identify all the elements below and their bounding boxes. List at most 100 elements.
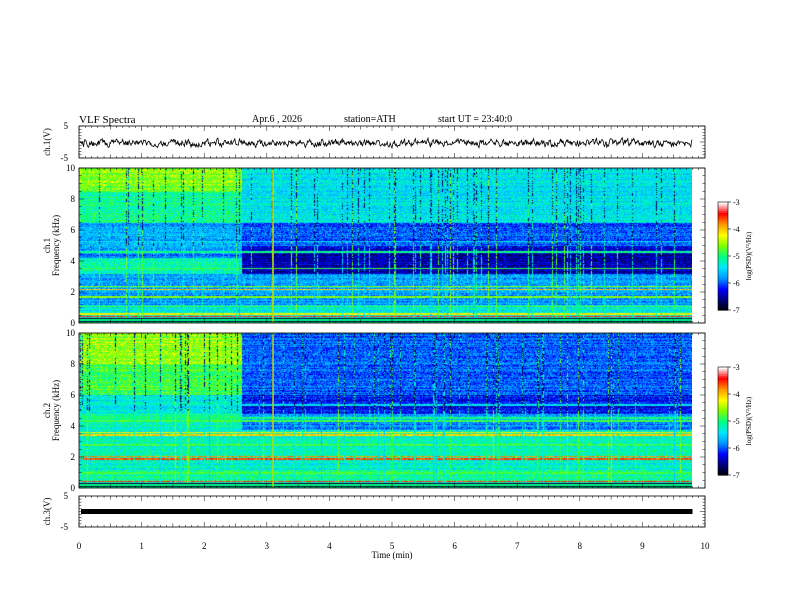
ch1-spectrogram-colorbar-swatch [718, 288, 728, 291]
x-tick-label: 2 [202, 541, 207, 551]
ch2-spectrogram-colorbar-swatch [718, 406, 728, 409]
ch1-spectrogram-colorbar-swatch [718, 274, 728, 277]
ch2-spectrogram-colorbar-swatch [718, 419, 728, 422]
spectrogram-ch1-image [79, 168, 692, 323]
ch2-spectrogram-colorbar-swatch [718, 458, 728, 462]
ch2-spectrogram-colorbar-swatch [718, 404, 728, 408]
ch2-spectrogram-colorbar-swatch [718, 431, 728, 435]
ch2-spectrogram-colorbar-swatch [718, 424, 728, 427]
ch2-spectrogram-colorbar-swatch [718, 471, 728, 474]
ch1-spectrogram-colorbar-swatch [718, 279, 728, 282]
x-tick-label: 3 [265, 541, 270, 551]
ch2-spectrogram-colorbar-swatch [718, 385, 728, 388]
ch1-spectrogram-colorbar-swatch [718, 248, 728, 252]
ch2-spectrogram-colorbar-swatch [718, 473, 728, 476]
ch2-spectrogram-colorbar-swatch [718, 403, 728, 406]
ch2-spectrogram-colorbar-swatch [718, 410, 728, 413]
ch2-spectrogram-colorbar-swatch [718, 455, 728, 458]
ch2-spectrogram-colorbar-swatch [718, 415, 728, 418]
ch3-waveform-ytick-label: 5 [64, 491, 69, 501]
ch1-spectrogram-colorbar-swatch [718, 238, 728, 241]
ch2-spectrogram-ytick-label: 6 [71, 390, 76, 400]
ch1-waveform-trace [79, 136, 693, 150]
ch2-spectrogram-colorbar-swatch [718, 388, 728, 391]
ch1-spectrogram-colorbar-swatch [718, 232, 728, 235]
x-axis-label: Time (min) [372, 550, 413, 560]
ch2-spectrogram-colorbar-swatch [718, 412, 728, 415]
ch3-waveform-ytick-label: -5 [61, 522, 69, 532]
ch2-spectrogram-colorbar-swatch [718, 428, 728, 431]
ch1-spectrogram-colorbar-swatch [718, 286, 728, 289]
ch2-spectrogram-colorbar-swatch [718, 397, 728, 400]
ch2-spectrogram-colorbar-swatch [718, 395, 728, 399]
ch2-spectrogram-channel-label: ch.2 [42, 403, 52, 418]
ch2-spectrogram-colorbar-swatch [718, 370, 728, 373]
ch1-spectrogram-colorbar-swatch [718, 202, 728, 205]
ch1-spectrogram-colorbar-swatch [718, 270, 728, 273]
ch2-spectrogram-colorbar-swatch [718, 374, 728, 377]
ch1-spectrogram-colorbar-swatch [718, 290, 728, 293]
ch2-spectrogram-colorbar-swatch [718, 467, 728, 471]
ch2-spectrogram-colorbar-swatch [718, 417, 728, 420]
ch2-spectrogram-colorbar-swatch [718, 439, 728, 442]
ch2-spectrogram-colorbar-tick-label: -4 [733, 390, 740, 399]
ch1-spectrogram-colorbar-tick-label: -4 [733, 225, 740, 234]
ch2-spectrogram-ytick-label: 0 [71, 483, 76, 493]
ch1-spectrogram-colorbar-swatch [718, 306, 728, 309]
ch2-spectrogram-colorbar-swatch [718, 469, 728, 472]
ch1-spectrogram-colorbar-swatch [718, 212, 728, 216]
station-label: station=ATH [344, 114, 396, 125]
ch2-spectrogram-colorbar-swatch [718, 381, 728, 384]
start-time-label: start UT = 23:40:0 [438, 114, 513, 125]
ch1-spectrogram-colorbar-tick-label: -6 [733, 279, 740, 288]
ch3-waveform-trace [81, 509, 693, 514]
ch1-spectrogram-colorbar-swatch [718, 209, 728, 212]
ch1-spectrogram-colorbar-swatch [718, 299, 728, 302]
ch1-spectrogram-colorbar-swatch [718, 239, 728, 243]
ch2-spectrogram-colorbar-swatch [718, 449, 728, 453]
ch1-spectrogram-colorbar-label: log(PSD)(V²/Hz) [745, 231, 753, 280]
ch1-spectrogram-colorbar-swatch [718, 257, 728, 261]
ch1-spectrogram-colorbar-swatch [718, 241, 728, 244]
ch2-spectrogram-colorbar-swatch [718, 446, 728, 449]
ch2-spectrogram-ytick-label: 4 [71, 421, 76, 431]
ch1-spectrogram-colorbar-swatch [718, 304, 728, 307]
ch1-spectrogram-colorbar-swatch [718, 211, 728, 214]
ch2-spectrogram-colorbar-swatch [718, 377, 728, 381]
ch1-spectrogram-colorbar-swatch [718, 266, 728, 270]
ch2-spectrogram-colorbar-swatch [718, 464, 728, 467]
ch1-spectrogram-colorbar-swatch [718, 230, 728, 234]
ch1-spectrogram-ytick-label: 10 [66, 163, 76, 173]
ch3-waveform-ylabel: ch.3(V) [42, 498, 52, 526]
ch2-spectrogram-colorbar-swatch [718, 460, 728, 463]
ch1-spectrogram-ytick-label: 4 [71, 256, 76, 266]
ch2-spectrogram-colorbar-swatch [718, 453, 728, 456]
ch1-spectrogram-colorbar-swatch [718, 277, 728, 280]
ch1-spectrogram-colorbar-swatch [718, 243, 728, 246]
ch1-waveform-ytick-label: 5 [64, 121, 69, 131]
ch1-spectrogram-colorbar-tick-label: -7 [733, 306, 740, 315]
ch2-spectrogram-ytick-label: 8 [71, 359, 76, 369]
ch1-spectrogram-colorbar-tick-label: -3 [733, 198, 740, 207]
ch2-spectrogram-colorbar-swatch [718, 408, 728, 411]
ch2-spectrogram-colorbar-tick-label: -7 [733, 471, 740, 480]
ch1-spectrogram-colorbar-swatch [718, 205, 728, 208]
ch1-spectrogram-colorbar-swatch [718, 247, 728, 250]
ch1-spectrogram-colorbar-swatch [718, 207, 728, 210]
ch1-spectrogram-colorbar-swatch [718, 223, 728, 226]
ch2-spectrogram-colorbar-swatch [718, 368, 728, 372]
ch1-spectrogram-colorbar-swatch [718, 259, 728, 262]
ch2-spectrogram-colorbar-swatch [718, 392, 728, 395]
ch2-spectrogram-colorbar-swatch [718, 421, 728, 424]
ch1-spectrogram-colorbar-swatch [718, 263, 728, 266]
ch1-spectrogram-ytick-label: 2 [71, 287, 76, 297]
x-tick-label: 4 [327, 541, 332, 551]
ch2-spectrogram-colorbar-tick-label: -3 [733, 363, 740, 372]
ch2-spectrogram-colorbar-swatch [718, 379, 728, 382]
ch2-spectrogram-colorbar-tick-label: -5 [733, 417, 740, 426]
ch1-spectrogram-colorbar-swatch [718, 265, 728, 268]
ch1-spectrogram-colorbar-swatch [718, 308, 728, 311]
ch1-spectrogram-colorbar-swatch [718, 234, 728, 237]
ch2-spectrogram-colorbar-swatch [718, 433, 728, 436]
